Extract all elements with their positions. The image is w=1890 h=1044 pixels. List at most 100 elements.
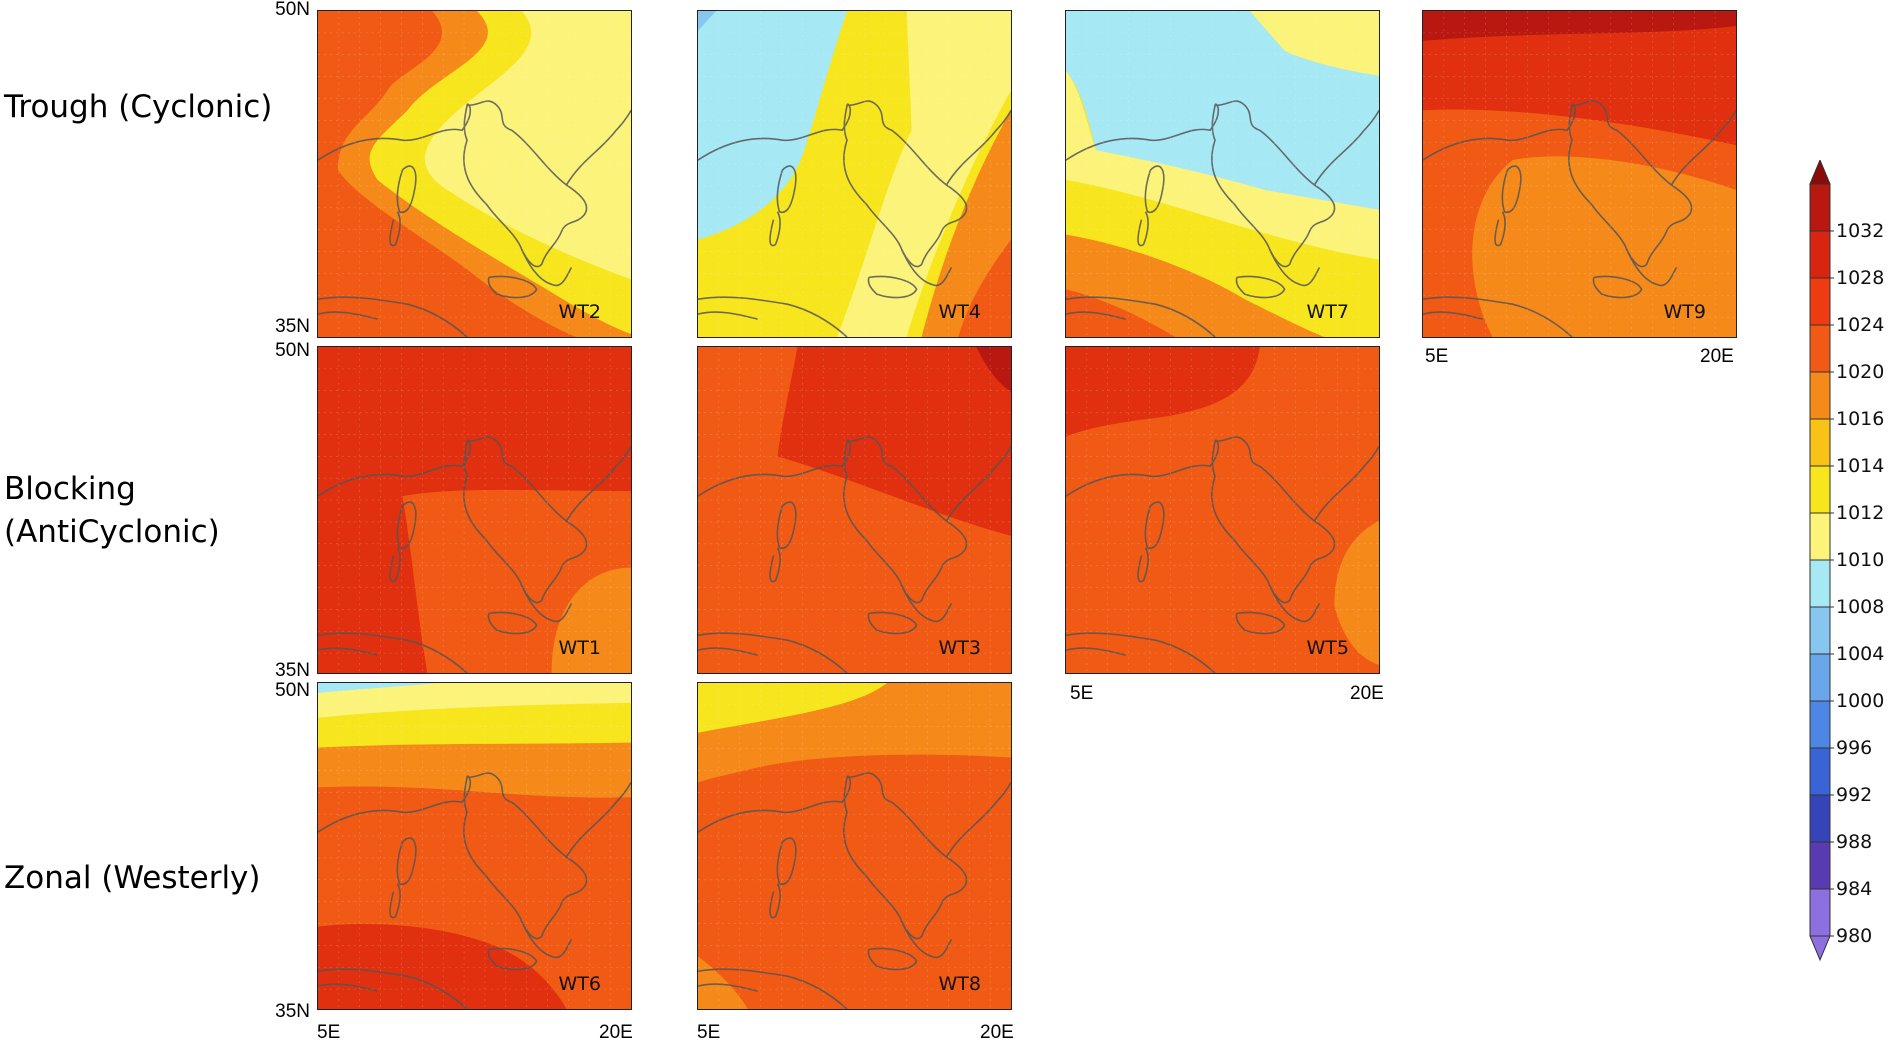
colorbar-tick-label: 980	[1836, 925, 1872, 947]
pressure-contour-band	[698, 11, 716, 31]
coastline-segment	[843, 772, 968, 940]
grid-overlay	[318, 683, 631, 1009]
colorbar-segment	[1809, 559, 1831, 608]
coastline-segment	[843, 436, 968, 604]
row-label-blocking-line1: Blocking	[4, 471, 136, 507]
coastline-segment	[1423, 296, 1573, 337]
colorbar-segment	[1809, 794, 1831, 843]
lat-label-top-row2: 50N	[275, 340, 310, 361]
grid-overlay	[1066, 11, 1379, 337]
panel-id-label: WT7	[1306, 301, 1349, 323]
coastline-segment	[1066, 311, 1126, 320]
lat-label-bottom-row3: 35N	[275, 1001, 310, 1022]
coastline-segment	[1423, 103, 1576, 161]
pressure-contour-band	[1334, 520, 1379, 666]
panel-id-label: WT8	[938, 973, 981, 995]
coastline-segment	[1137, 211, 1149, 247]
colorbar-segment	[1809, 841, 1831, 890]
coastline-segment	[867, 611, 918, 635]
coastline-segment	[776, 501, 797, 550]
row-label-trough: Trough (Cyclonic)	[4, 89, 273, 125]
panel-id-label: WT4	[938, 301, 981, 323]
lon-label-left-wt5: 5E	[1070, 683, 1094, 704]
colorbar-top-arrow	[1809, 160, 1831, 185]
pressure-contour-band	[551, 567, 631, 673]
coastline-overlay	[1423, 100, 1736, 337]
coastline-segment	[1211, 436, 1336, 604]
coastline-segment	[867, 275, 918, 299]
coastline-segment	[565, 110, 631, 186]
colorbar-segment	[1809, 512, 1831, 561]
coastline-segment	[318, 775, 471, 833]
coastline-segment	[769, 883, 781, 919]
map-panel-wt4: WT4	[697, 10, 1012, 338]
colorbar-segment	[1809, 653, 1831, 702]
coastline-segment	[565, 446, 631, 522]
pressure-contour-band	[1066, 347, 1260, 437]
coastline-segment	[1592, 275, 1643, 299]
grid-overlay	[318, 11, 631, 337]
coastline-segment	[1066, 103, 1219, 161]
coastline-segment	[843, 100, 968, 268]
coastline-segment	[945, 446, 1011, 522]
colorbar-segment	[1809, 606, 1831, 655]
coastline-segment	[1137, 547, 1149, 583]
pressure-contour-band	[318, 683, 438, 693]
coastline-segment	[900, 249, 953, 287]
colorbar-segment	[1809, 277, 1831, 326]
colorbar-segment	[1809, 230, 1831, 279]
row-label-blocking-line2: (AntiCyclonic)	[4, 514, 220, 550]
coastline-segment	[900, 921, 953, 959]
coastline-segment	[396, 837, 417, 886]
colorbar-segment	[1809, 418, 1831, 467]
coastline-segment	[389, 211, 401, 247]
coastline-segment	[769, 547, 781, 583]
coastline-segment	[1144, 501, 1165, 550]
coastline-segment	[463, 100, 588, 268]
colorbar-segment	[1809, 465, 1831, 514]
pressure-colorbar: 1032 1028 1024 1020 1016 1014 1012 1010 1008 1004…	[1809, 160, 1884, 962]
map-panel-wt6: WT6	[317, 682, 632, 1010]
panel-id-label: WT1	[558, 637, 601, 659]
coastline-segment	[520, 585, 573, 623]
coastline-segment	[1066, 296, 1216, 337]
coastline-segment	[389, 883, 401, 919]
colorbar-tick-label: 1014	[1836, 455, 1884, 477]
coastline-segment	[1144, 165, 1165, 214]
lon-label-right-wt6: 20E	[599, 1022, 633, 1043]
coastline-segment	[698, 775, 851, 833]
coastline-segment	[396, 165, 417, 214]
colorbar-segment	[1809, 371, 1831, 420]
coastline-segment	[776, 837, 797, 886]
map-panel-wt3: WT3	[697, 346, 1012, 674]
colorbar-segment	[1809, 747, 1831, 796]
coastline-segment	[463, 772, 588, 940]
coastline-segment	[698, 632, 848, 673]
coastline-segment	[318, 983, 378, 992]
coastline-segment	[318, 439, 471, 497]
panel-id-label: WT6	[558, 973, 601, 995]
coastline-segment	[1423, 311, 1483, 320]
panel-id-label: WT3	[938, 637, 981, 659]
lon-label-right-wt8: 20E	[980, 1022, 1014, 1043]
coastline-segment	[698, 983, 758, 992]
pressure-contour-band	[318, 923, 567, 1009]
lat-label-bottom-row2: 35N	[275, 660, 310, 681]
coastline-overlay	[318, 436, 631, 673]
map-panel-wt1: WT1	[317, 346, 632, 674]
grid-overlay	[1423, 11, 1736, 337]
colorbar-tick-label: 1032	[1836, 220, 1884, 242]
map-panel-wt2: WT2	[317, 10, 632, 338]
colorbar-tick-label: 996	[1836, 737, 1872, 759]
coastline-segment	[520, 921, 573, 959]
pressure-contour-band	[1472, 156, 1736, 337]
coastline-segment	[318, 311, 378, 320]
coastline-segment	[1268, 585, 1321, 623]
pressure-contour-band	[1066, 234, 1325, 337]
row-label-zonal: Zonal (Westerly)	[4, 860, 261, 896]
pressure-contour-band	[1066, 289, 1176, 337]
coastline-segment	[487, 275, 538, 299]
colorbar-tick-label: 992	[1836, 784, 1872, 806]
coastline-segment	[520, 249, 573, 287]
lon-label-left-wt6: 5E	[317, 1022, 341, 1043]
